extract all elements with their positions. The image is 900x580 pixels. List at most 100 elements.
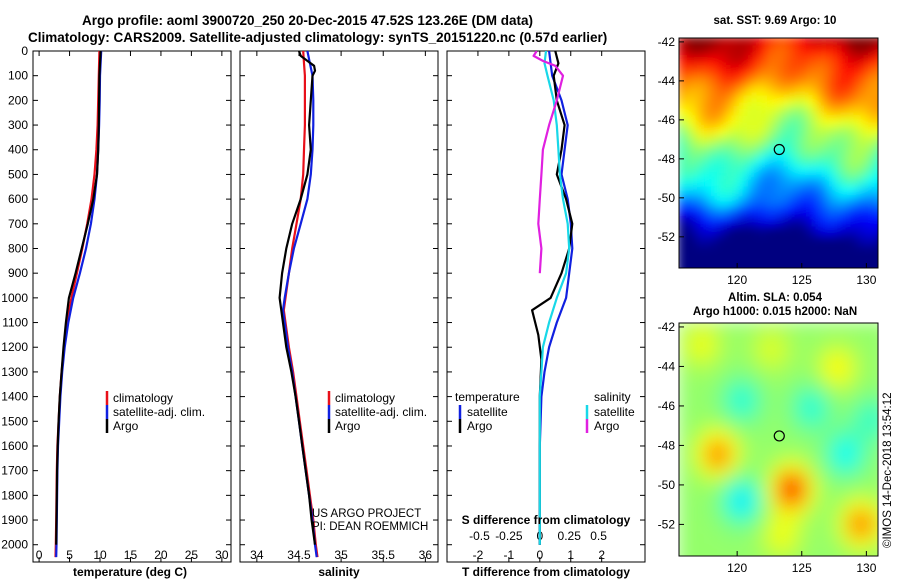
map-xtick-label: 120: [727, 273, 747, 287]
legend-climatology-label: climatology: [335, 391, 395, 405]
sla-cell: [867, 451, 878, 465]
legend-s-satellite-label: satellite: [594, 405, 635, 419]
sst-cell: [877, 156, 878, 170]
sla-cell: [867, 323, 878, 335]
sst-cell: [877, 56, 878, 70]
depth-tick-label: 1300: [1, 365, 28, 379]
sla-cell: [677, 561, 691, 575]
sdiff-tick-label: -0.25: [495, 529, 523, 543]
map-ytick-label: -46: [658, 399, 676, 413]
sst-cell: [817, 266, 831, 268]
sst-cell: [877, 106, 878, 120]
sst-cell: [867, 46, 878, 60]
difference-xtick-label: 1: [567, 548, 574, 562]
sst-map-axis-ticks: 120 125 130 -42 -44 -46 -48 -50 -52: [658, 35, 877, 287]
imos-timestamp: ©IMOS 14-Dec-2018 13:54:12: [882, 392, 894, 548]
sst-cell: [877, 136, 878, 150]
sst-cell: [777, 266, 791, 268]
salinity-xlabel: salinity: [318, 565, 360, 579]
sla-cell: [707, 561, 721, 575]
sst-cell: [867, 246, 878, 260]
sst-cell: [867, 256, 878, 268]
sla-cell: [747, 551, 761, 556]
sla-cell: [867, 551, 878, 556]
difference-xlabel: T difference from climatology: [462, 565, 630, 579]
sla-cell: [877, 551, 878, 556]
sla-cell: [867, 431, 878, 445]
project-label: US ARGO PROJECT: [312, 508, 421, 520]
sst-cell: [867, 66, 878, 80]
difference-legend: temperature satellite Argo salinity sate…: [455, 390, 635, 433]
title-line-1: Argo profile: aoml 3900720_250 20-Dec-20…: [82, 13, 533, 28]
salinity-line-argo: [278, 51, 317, 545]
salinity-plot-frame: [239, 50, 439, 563]
sst-cell: [877, 86, 878, 100]
map-ytick-label: -50: [658, 191, 676, 205]
temperature-xlabel: temperature (deg C): [73, 565, 187, 579]
temperature-panel: 0100200300400500600700800900100011001200…: [1, 44, 232, 579]
map-ytick-label: -48: [658, 438, 676, 452]
salinity-panel: 34 34.5 35 35.5 36 salinity climatology sate…: [239, 50, 439, 579]
sst-cell: [877, 196, 878, 210]
salinity-xtick-label: 34: [250, 548, 264, 562]
sst-cell: [867, 86, 878, 100]
temperature-xtick-label: 25: [185, 548, 199, 562]
temperature-xtick-label: 10: [93, 548, 107, 562]
sla-cell: [757, 551, 771, 556]
map-ytick-label: -42: [658, 35, 676, 49]
temperature-line-argo: [55, 51, 102, 545]
sla-cell: [747, 561, 761, 575]
sla-cell: [687, 561, 701, 575]
sst-cell: [877, 76, 878, 90]
map-ytick-label: -46: [658, 113, 676, 127]
title-line-2: Climatology: CARS2009. Satellite-adjuste…: [28, 30, 607, 45]
legend-t-argo-label: Argo: [467, 419, 493, 433]
sla-cell: [867, 391, 878, 405]
sst-cell: [757, 266, 771, 268]
sst-cell: [847, 266, 861, 268]
temperature-series: [54, 51, 103, 558]
sla-cell: [707, 551, 721, 556]
sst-cell: [767, 266, 781, 268]
difference-plot-frame: [446, 50, 646, 563]
sst-cell: [877, 176, 878, 190]
sla-cell: [867, 511, 878, 525]
sst-cell: [877, 236, 878, 250]
sla-cell: [687, 551, 701, 556]
salinity-series: [278, 51, 319, 558]
sla-heatmap: [677, 323, 878, 575]
sla-cell: [697, 561, 711, 575]
sst-cell: [877, 146, 878, 160]
map-ytick-label: -50: [658, 478, 676, 492]
sdiff-tick-label: 0.5: [590, 529, 607, 543]
sla-cell: [877, 331, 878, 345]
depth-tick-label: 200: [8, 93, 28, 107]
sst-cell: [877, 186, 878, 200]
difference-axis-ticks: -2 -1 0 1 2-0.5 -0.25 0 0.25 0.5: [447, 50, 645, 562]
depth-tick-label: 400: [8, 143, 28, 157]
sla-cell: [847, 551, 861, 556]
sst-cell: [717, 266, 731, 268]
map-ytick-label: -52: [658, 517, 676, 531]
sst-cell: [687, 266, 701, 268]
temperature-legend: climatology satellite-adj. clim. Argo: [105, 391, 205, 433]
sla-cell: [757, 561, 771, 575]
salinity-xtick-label: 34.5: [287, 548, 311, 562]
sst-cell: [867, 206, 878, 220]
legend-temperature-title: temperature: [455, 390, 520, 404]
sla-cell: [877, 323, 878, 335]
legend-climatology-label: climatology: [113, 391, 173, 405]
sla-cell: [867, 341, 878, 355]
sla-cell: [867, 371, 878, 385]
depth-tick-label: 1000: [1, 291, 28, 305]
sst-cell: [867, 96, 878, 110]
sla-cell: [867, 541, 878, 555]
sst-cell: [857, 266, 871, 268]
sst-cell: [867, 196, 878, 210]
map-ytick-label: -44: [658, 359, 676, 373]
sla-cell: [867, 461, 878, 475]
sla-cell: [817, 551, 831, 556]
map-xtick-label: 130: [856, 273, 876, 287]
difference-xtick-label: -2: [473, 548, 484, 562]
sst-cell: [867, 146, 878, 160]
